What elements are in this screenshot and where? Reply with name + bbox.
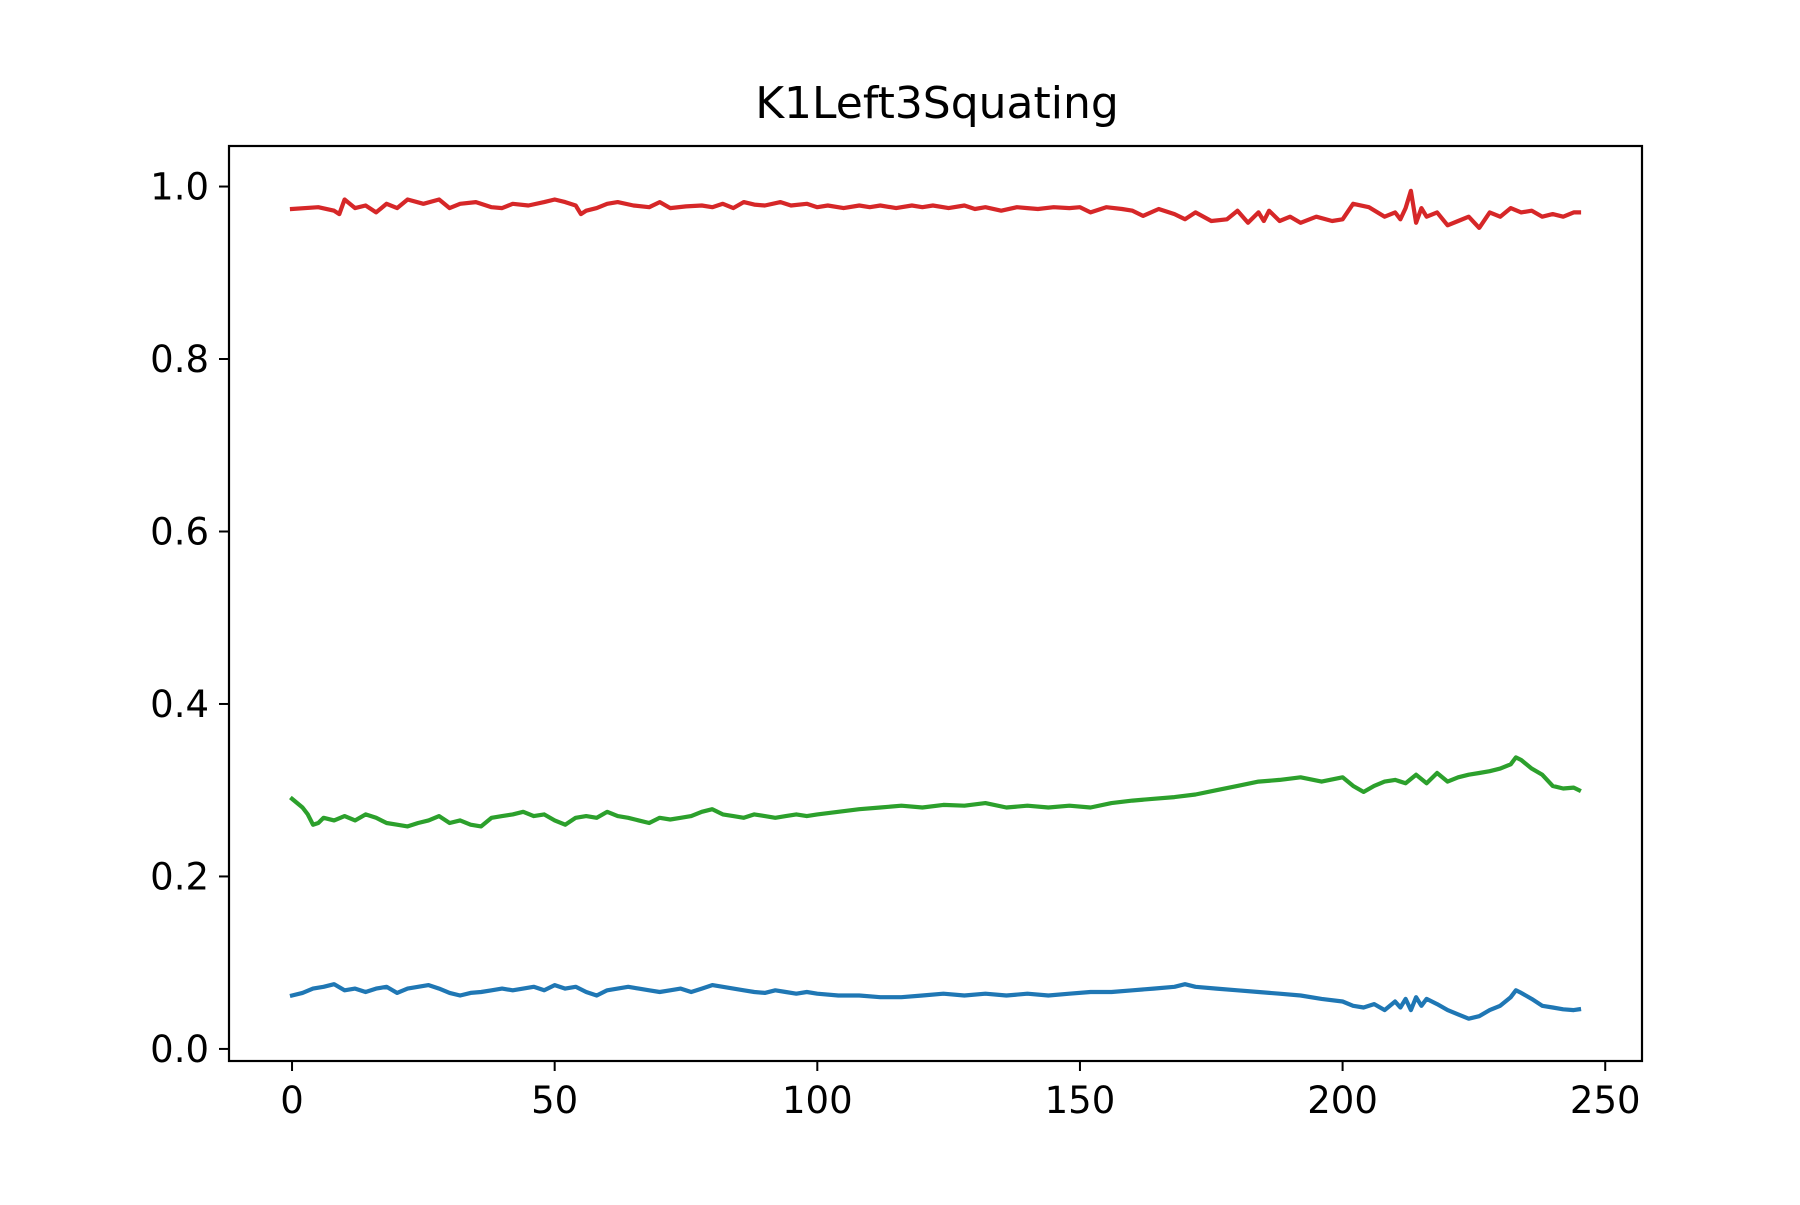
x-axis: 0 50 100 150 200 250: [280, 1061, 1641, 1122]
y-axis: 0.0 0.2 0.4 0.6 0.8 1.0: [150, 166, 229, 1071]
x-tick-label: 50: [531, 1079, 578, 1122]
x-tick-label: 200: [1307, 1079, 1378, 1122]
y-tick-label: 0.4: [150, 683, 209, 726]
x-tick-label: 0: [280, 1079, 304, 1122]
series-line-3: [289, 982, 1582, 1021]
x-tick-label: 150: [1045, 1079, 1116, 1122]
y-tick-label: 0.0: [150, 1028, 209, 1071]
y-tick-label: 0.8: [150, 338, 209, 381]
x-tick-label: 250: [1570, 1079, 1641, 1122]
y-tick-label: 0.6: [150, 510, 209, 553]
y-tick-label: 1.0: [150, 166, 209, 209]
chart-title: K1Left3Squating: [755, 78, 1119, 129]
series-line-2: [289, 755, 1582, 829]
series-line-1: [289, 188, 1582, 230]
y-tick-label: 0.2: [150, 855, 209, 898]
series-layer: [289, 188, 1582, 1021]
plot-area-frame: [227, 144, 1644, 1063]
x-tick-label: 100: [782, 1079, 853, 1122]
